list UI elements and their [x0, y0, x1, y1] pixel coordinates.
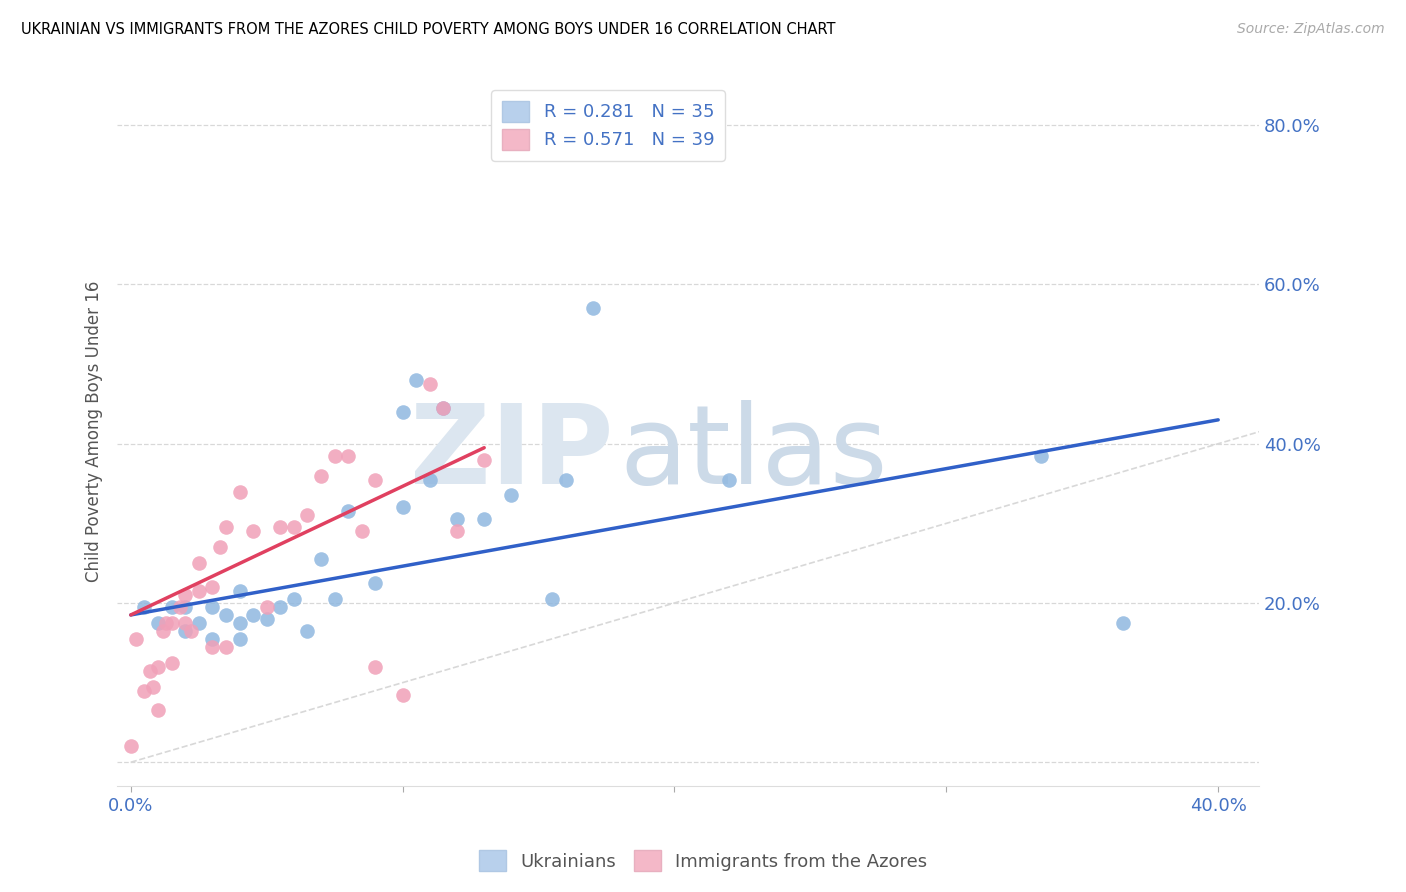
- Point: [215, 520, 238, 534]
- Point: [201, 599, 224, 614]
- Point: [242, 607, 264, 622]
- Point: [472, 512, 495, 526]
- Point: [446, 512, 468, 526]
- Text: atlas: atlas: [620, 400, 889, 507]
- Point: [201, 580, 224, 594]
- Point: [554, 473, 576, 487]
- Point: [228, 484, 250, 499]
- Point: [228, 632, 250, 646]
- Point: [1112, 615, 1135, 630]
- Point: [419, 473, 441, 487]
- Text: Source: ZipAtlas.com: Source: ZipAtlas.com: [1237, 22, 1385, 37]
- Legend: R = 0.281   N = 35, R = 0.571   N = 39: R = 0.281 N = 35, R = 0.571 N = 39: [491, 90, 725, 161]
- Point: [146, 659, 169, 673]
- Point: [120, 739, 142, 754]
- Point: [134, 599, 156, 614]
- Point: [174, 615, 197, 630]
- Point: [717, 473, 740, 487]
- Point: [364, 473, 387, 487]
- Point: [180, 624, 202, 638]
- Point: [1031, 449, 1053, 463]
- Point: [364, 576, 387, 591]
- Point: [209, 541, 232, 555]
- Point: [174, 624, 197, 638]
- Point: [174, 599, 197, 614]
- Point: [419, 377, 441, 392]
- Point: [283, 592, 305, 607]
- Point: [160, 615, 183, 630]
- Point: [364, 659, 387, 673]
- Text: ZIP: ZIP: [411, 400, 614, 507]
- Point: [155, 615, 177, 630]
- Point: [187, 556, 209, 570]
- Point: [297, 624, 319, 638]
- Point: [472, 452, 495, 467]
- Legend: Ukrainians, Immigrants from the Azores: Ukrainians, Immigrants from the Azores: [471, 843, 935, 879]
- Text: UKRAINIAN VS IMMIGRANTS FROM THE AZORES CHILD POVERTY AMONG BOYS UNDER 16 CORREL: UKRAINIAN VS IMMIGRANTS FROM THE AZORES …: [21, 22, 835, 37]
- Point: [309, 552, 332, 566]
- Point: [228, 615, 250, 630]
- Point: [432, 401, 454, 415]
- Point: [215, 607, 238, 622]
- Point: [125, 632, 148, 646]
- Point: [146, 704, 169, 718]
- Point: [215, 640, 238, 654]
- Point: [283, 520, 305, 534]
- Point: [350, 524, 373, 539]
- Point: [323, 449, 346, 463]
- Point: [323, 592, 346, 607]
- Point: [432, 401, 454, 415]
- Y-axis label: Child Poverty Among Boys Under 16: Child Poverty Among Boys Under 16: [86, 281, 103, 582]
- Point: [256, 599, 278, 614]
- Point: [541, 592, 564, 607]
- Point: [169, 599, 191, 614]
- Point: [160, 599, 183, 614]
- Point: [391, 405, 413, 419]
- Point: [297, 508, 319, 523]
- Point: [146, 615, 169, 630]
- Point: [391, 500, 413, 515]
- Point: [201, 632, 224, 646]
- Point: [256, 612, 278, 626]
- Point: [337, 504, 360, 518]
- Point: [405, 373, 427, 387]
- Point: [269, 520, 291, 534]
- Point: [501, 488, 523, 502]
- Point: [309, 468, 332, 483]
- Point: [269, 599, 291, 614]
- Point: [152, 624, 174, 638]
- Point: [187, 615, 209, 630]
- Point: [160, 656, 183, 670]
- Point: [134, 683, 156, 698]
- Point: [228, 584, 250, 599]
- Point: [582, 301, 605, 316]
- Point: [187, 584, 209, 599]
- Point: [201, 640, 224, 654]
- Point: [141, 680, 163, 694]
- Point: [174, 588, 197, 602]
- Point: [139, 664, 162, 678]
- Point: [446, 524, 468, 539]
- Point: [337, 449, 360, 463]
- Point: [391, 688, 413, 702]
- Point: [242, 524, 264, 539]
